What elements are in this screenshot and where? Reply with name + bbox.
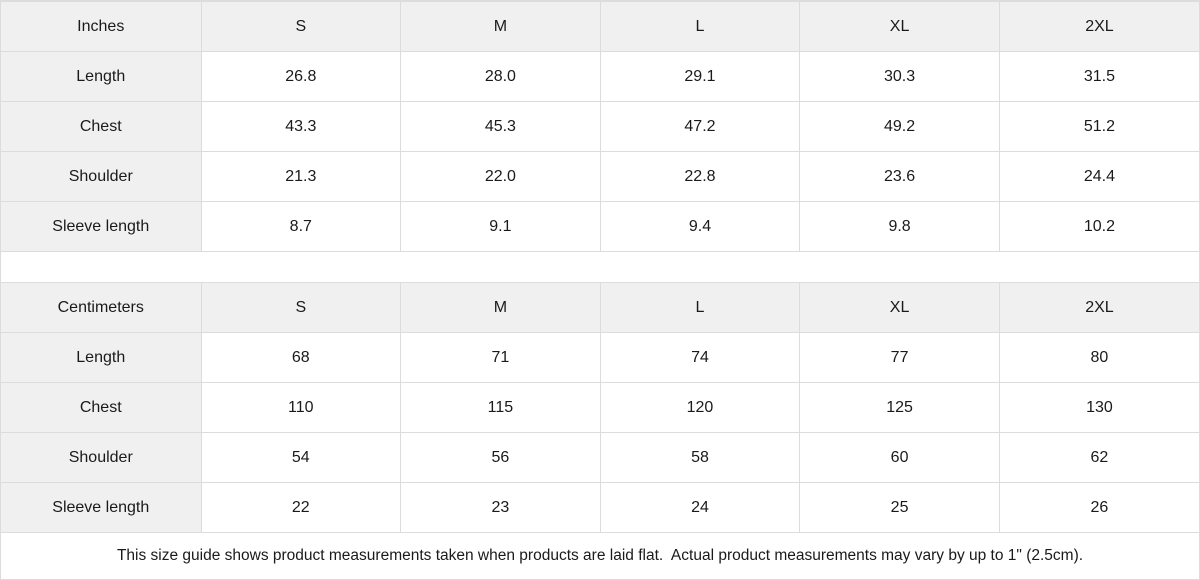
footer-note: This size guide shows product measuremen… — [116, 547, 1084, 564]
size-header-cell: M — [400, 1, 601, 52]
data-cell: 60 — [799, 432, 1000, 483]
data-cell: 22 — [200, 482, 402, 533]
data-cell: 10.2 — [998, 201, 1199, 252]
data-cell: 110 — [200, 382, 402, 433]
data-cell: 125 — [799, 382, 1000, 433]
size-header-cell: M — [400, 282, 601, 333]
data-cell: 120 — [599, 382, 801, 433]
table-row: Length 68 71 74 77 80 — [1, 332, 1199, 383]
data-cell: 71 — [400, 332, 601, 383]
data-cell: 74 — [599, 332, 801, 383]
row-label-cell: Shoulder — [1, 151, 202, 202]
data-cell: 9.1 — [400, 201, 601, 252]
size-header-cell: L — [599, 282, 801, 333]
table-row: Chest 43.3 45.3 47.2 49.2 51.2 — [1, 101, 1199, 152]
size-header-cell: 2XL — [998, 1, 1199, 52]
data-cell: 80 — [998, 332, 1199, 383]
data-cell: 22.0 — [400, 151, 601, 202]
unit-header-cell: Centimeters — [1, 282, 202, 333]
data-cell: 77 — [799, 332, 1000, 383]
data-cell: 49.2 — [799, 101, 1000, 152]
data-cell: 31.5 — [998, 51, 1199, 102]
data-cell: 51.2 — [998, 101, 1199, 152]
data-cell: 45.3 — [400, 101, 601, 152]
data-cell: 24.4 — [998, 151, 1199, 202]
data-cell: 58 — [599, 432, 801, 483]
data-cell: 26 — [998, 482, 1199, 533]
header-row: Inches S M L XL 2XL — [1, 1, 1199, 52]
data-cell: 24 — [599, 482, 801, 533]
data-cell: 28.0 — [400, 51, 601, 102]
unit-header-cell: Inches — [1, 1, 202, 52]
data-cell: 23 — [400, 482, 601, 533]
size-header-cell: S — [200, 1, 402, 52]
row-label-cell: Shoulder — [1, 432, 202, 483]
data-cell: 68 — [200, 332, 402, 383]
data-cell: 21.3 — [200, 151, 402, 202]
table-row: Chest 110 115 120 125 130 — [1, 382, 1199, 433]
data-cell: 56 — [400, 432, 601, 483]
data-cell: 62 — [998, 432, 1199, 483]
size-header-cell: XL — [799, 1, 1000, 52]
size-header-cell: 2XL — [998, 282, 1199, 333]
data-cell: 23.6 — [799, 151, 1000, 202]
data-cell: 9.4 — [599, 201, 801, 252]
data-cell: 47.2 — [599, 101, 801, 152]
data-cell: 130 — [998, 382, 1199, 433]
centimeters-size-table: Centimeters S M L XL 2XL Length 68 71 74 77 80 Chest… — [1, 282, 1199, 533]
data-cell: 25 — [799, 482, 1000, 533]
size-header-cell: L — [599, 1, 801, 52]
data-cell: 8.7 — [200, 201, 402, 252]
table-row: Sleeve length 22 23 24 25 26 — [1, 482, 1199, 533]
data-cell: 29.1 — [599, 51, 801, 102]
row-label-cell: Chest — [1, 382, 202, 433]
row-label-cell: Sleeve length — [1, 482, 202, 533]
size-header-cell: S — [200, 282, 402, 333]
data-cell: 22.8 — [599, 151, 801, 202]
table-row: Shoulder 21.3 22.0 22.8 23.6 24.4 — [1, 151, 1199, 202]
data-cell: 30.3 — [799, 51, 1000, 102]
data-cell: 9.8 — [799, 201, 1000, 252]
data-cell: 43.3 — [200, 101, 402, 152]
row-label-cell: Length — [1, 51, 202, 102]
header-row: Centimeters S M L XL 2XL — [1, 282, 1199, 333]
table-row: Sleeve length 8.7 9.1 9.4 9.8 10.2 — [1, 201, 1199, 252]
row-label-cell: Sleeve length — [1, 201, 202, 252]
row-label-cell: Length — [1, 332, 202, 383]
table-row: Shoulder 54 56 58 60 62 — [1, 432, 1199, 483]
data-cell: 54 — [200, 432, 402, 483]
inches-size-table: Inches S M L XL 2XL Length 26.8 28.0 29.1 30.3 31.5… — [1, 1, 1199, 252]
size-header-cell: XL — [799, 282, 1000, 333]
data-cell: 26.8 — [200, 51, 402, 102]
table-row: Length 26.8 28.0 29.1 30.3 31.5 — [1, 51, 1199, 102]
data-cell: 115 — [400, 382, 601, 433]
row-label-cell: Chest — [1, 101, 202, 152]
section-gap — [1, 252, 1199, 282]
